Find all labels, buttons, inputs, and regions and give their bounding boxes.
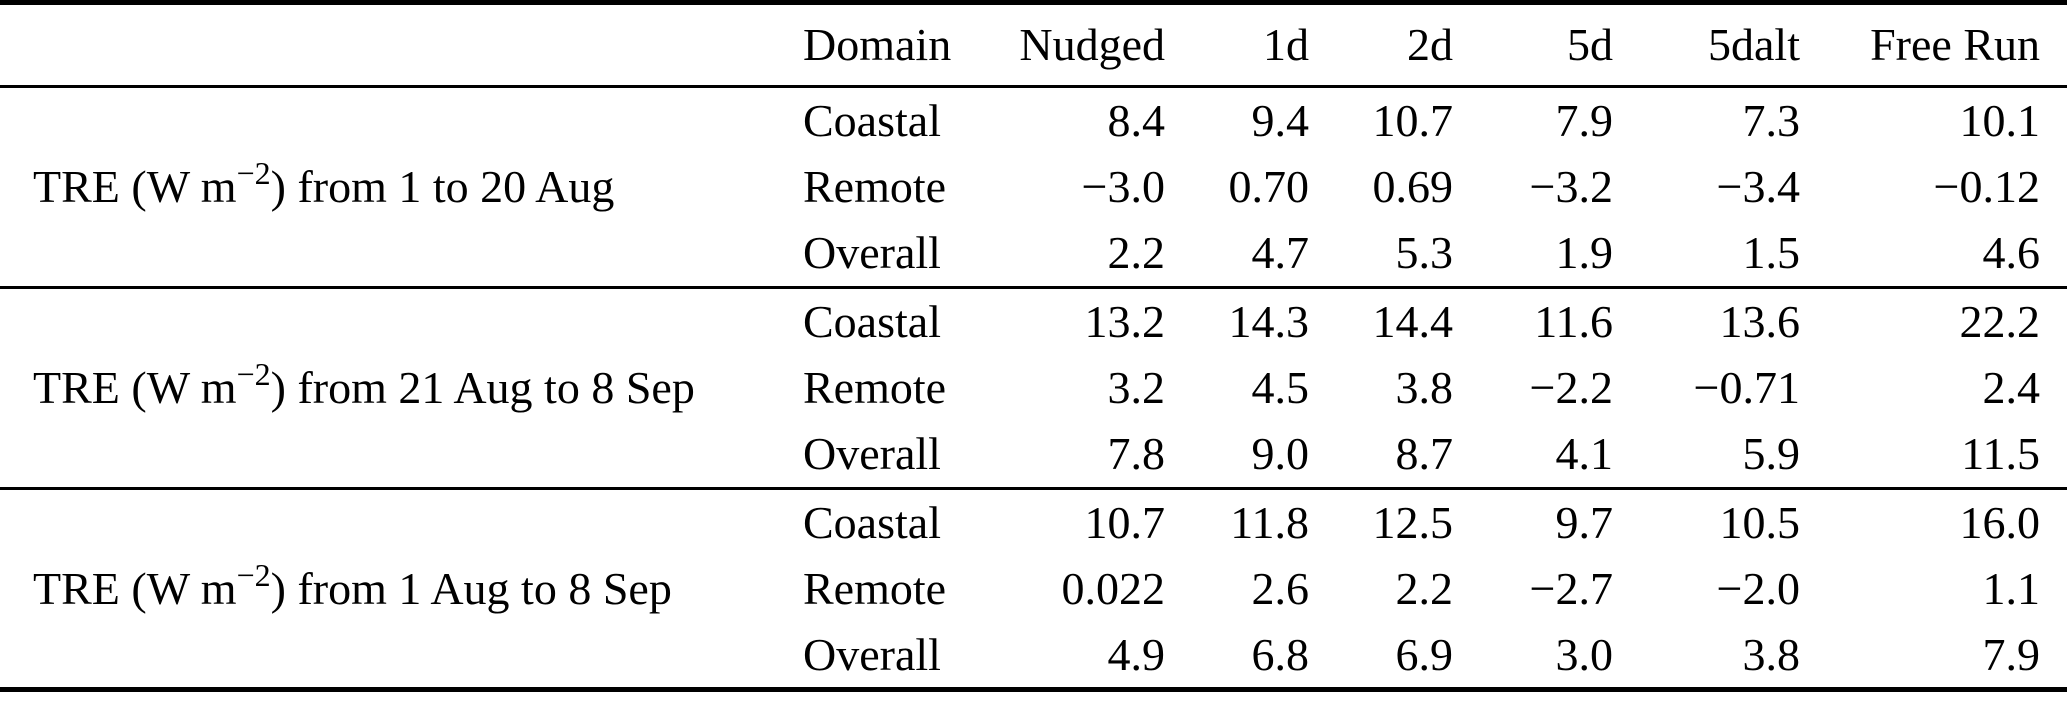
value-cell: 11.6	[1534, 295, 1613, 347]
value-cell: 22.2	[1959, 295, 2041, 347]
tre-results-table: Domain Nudged 1d 2d 5d 5dalt Free Run TR…	[0, 0, 2067, 692]
value-cell: 1.5	[1742, 227, 1801, 279]
domain-cell: Overall	[803, 428, 941, 480]
value-cell: 16.0	[1959, 496, 2041, 548]
table-row: TRE (W m−2) from 21 Aug to 8 Sep Coastal…	[0, 288, 2067, 410]
value-cell: 4.7	[1251, 227, 1310, 279]
row-group-label-suffix: ) from 21 Aug to 8 Sep	[270, 362, 695, 413]
domain-cell: Coastal	[803, 94, 941, 146]
value-cell: 2.6	[1251, 563, 1310, 614]
value-cell: 6.8	[1251, 628, 1310, 680]
value-cell: 2.4	[1982, 362, 2041, 413]
value-cell: 3.0	[1555, 628, 1614, 680]
row-group-label: TRE (W m−2) from 21 Aug to 8 Sep	[0, 288, 770, 489]
value-cell: 4.9	[1107, 628, 1166, 680]
superscript-exponent: −2	[236, 556, 271, 593]
value-cell: 7.9	[1555, 94, 1614, 146]
value-cell: 13.6	[1719, 295, 1801, 347]
value-cell: 13.2	[1084, 295, 1166, 347]
value-cell: 4.5	[1251, 362, 1310, 413]
value-cell: 9.7	[1555, 496, 1614, 548]
value-cell: 7.3	[1742, 94, 1801, 146]
value-cell: 4.6	[1982, 227, 2041, 279]
value-cell: −2.0	[1716, 563, 1800, 614]
header-cell-empty	[0, 3, 770, 87]
value-cell: −3.4	[1716, 161, 1800, 212]
table-group-1-to-20-aug: TRE (W m−2) from 1 to 20 Aug Coastal 8.4…	[0, 87, 2067, 288]
header-row: Domain Nudged 1d 2d 5d 5dalt Free Run	[0, 3, 2067, 87]
domain-cell: Coastal	[803, 295, 941, 347]
value-cell: 10.5	[1719, 496, 1801, 548]
value-cell: 7.9	[1982, 628, 2041, 680]
header-cell-nudged: Nudged	[1019, 19, 1165, 70]
value-cell: 7.8	[1107, 428, 1166, 480]
value-cell: 14.3	[1228, 295, 1310, 347]
value-cell: 3.8	[1742, 628, 1801, 680]
value-cell: −3.0	[1081, 161, 1165, 212]
value-cell: 0.70	[1228, 161, 1310, 212]
value-cell: 3.2	[1107, 362, 1166, 413]
value-cell: 10.7	[1372, 94, 1454, 146]
value-cell: −0.71	[1693, 362, 1800, 413]
domain-cell: Overall	[803, 628, 941, 680]
value-cell: 14.4	[1372, 295, 1454, 347]
row-group-label-prefix: TRE (W m	[33, 562, 237, 614]
table-row: Overall 4.9 6.8 6.9 3.0 3.8 7.9	[0, 623, 2067, 690]
row-group-label-prefix: TRE (W m	[33, 161, 237, 212]
value-cell: 1.9	[1555, 227, 1614, 279]
value-cell: 9.4	[1251, 94, 1310, 146]
row-group-label-suffix: ) from 1 Aug to 8 Sep	[270, 562, 672, 614]
value-cell: 3.8	[1395, 362, 1454, 413]
value-cell: 0.69	[1372, 161, 1454, 212]
header-cell-2d: 2d	[1407, 19, 1453, 70]
value-cell: 0.022	[1061, 563, 1166, 614]
domain-cell: Coastal	[803, 496, 941, 548]
header-cell-domain: Domain	[803, 19, 952, 70]
row-group-label-suffix: ) from 1 to 20 Aug	[270, 161, 615, 212]
value-cell: 1.1	[1982, 563, 2041, 614]
header-cell-1d: 1d	[1263, 19, 1309, 70]
value-cell: 5.3	[1395, 227, 1454, 279]
row-group-label-prefix: TRE (W m	[33, 362, 237, 413]
value-cell: 12.5	[1372, 496, 1454, 548]
domain-cell: Remote	[803, 362, 947, 413]
value-cell: 11.8	[1230, 496, 1309, 548]
domain-cell: Remote	[803, 161, 947, 212]
header-cell-5dalt: 5dalt	[1708, 19, 1800, 70]
domain-cell: Overall	[803, 227, 941, 279]
table-row: TRE (W m−2) from 1 Aug to 8 Sep Coastal …	[0, 489, 2067, 611]
table-row: TRE (W m−2) from 1 to 20 Aug Coastal 8.4…	[0, 87, 2067, 209]
value-cell: 2.2	[1107, 227, 1166, 279]
table-header: Domain Nudged 1d 2d 5d 5dalt Free Run	[0, 3, 2067, 87]
value-cell: 11.5	[1961, 428, 2040, 480]
superscript-exponent: −2	[236, 155, 271, 191]
value-cell: 10.7	[1084, 496, 1166, 548]
value-cell: 2.2	[1395, 563, 1454, 614]
table-group-1-aug-to-8-sep: TRE (W m−2) from 1 Aug to 8 Sep Coastal …	[0, 489, 2067, 690]
value-cell: 9.0	[1251, 428, 1310, 480]
table-row: Overall 7.8 9.0 8.7 4.1 5.9 11.5	[0, 422, 2067, 489]
value-cell: 10.1	[1959, 94, 2041, 146]
table-row: Overall 2.2 4.7 5.3 1.9 1.5 4.6	[0, 221, 2067, 288]
value-cell: −3.2	[1529, 161, 1613, 212]
value-cell: −2.7	[1529, 563, 1613, 614]
value-cell: −0.12	[1933, 161, 2040, 212]
domain-cell: Remote	[803, 563, 947, 614]
row-group-label: TRE (W m−2) from 1 Aug to 8 Sep	[0, 489, 770, 690]
row-group-label: TRE (W m−2) from 1 to 20 Aug	[0, 87, 770, 288]
header-cell-free-run: Free Run	[1870, 19, 2040, 70]
table-row: Remote −3.0 0.70 0.69 −3.2 −3.4 −0.12	[0, 154, 2067, 221]
value-cell: −2.2	[1529, 362, 1613, 413]
header-cell-5d: 5d	[1567, 19, 1613, 70]
value-cell: 8.7	[1395, 428, 1454, 480]
value-cell: 6.9	[1395, 628, 1454, 680]
table-row: Remote 0.022 2.6 2.2 −2.7 −2.0 1.1	[0, 556, 2067, 623]
table-row: Remote 3.2 4.5 3.8 −2.2 −0.71 2.4	[0, 355, 2067, 422]
value-cell: 4.1	[1555, 428, 1614, 480]
superscript-exponent: −2	[236, 356, 271, 392]
value-cell: 8.4	[1107, 94, 1166, 146]
table-group-21-aug-to-8-sep: TRE (W m−2) from 21 Aug to 8 Sep Coastal…	[0, 288, 2067, 489]
value-cell: 5.9	[1742, 428, 1801, 480]
